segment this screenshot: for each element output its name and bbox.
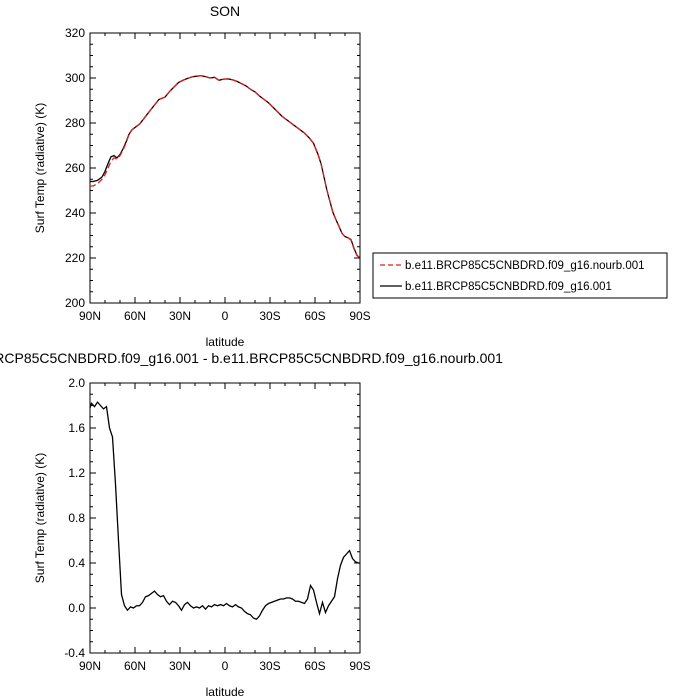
top-y-tick-label: 200	[65, 296, 85, 310]
legend-label-nourb: b.e11.BRCP85C5CNBDRD.f09_g16.nourb.001	[405, 260, 645, 272]
top-series-line-1	[90, 75, 361, 259]
top-x-tick-label: 60N	[124, 309, 146, 323]
top-series-line-0	[90, 75, 361, 259]
top-y-tick-label: 300	[65, 71, 85, 85]
top-y-axis-label: Surf Temp (radiative) (K)	[33, 103, 47, 233]
top-series-lines	[90, 75, 361, 259]
top-axis-ticks: 90N 60N 30N 0 30S 60S 90S 200 220 240 260 280 300 320	[65, 26, 371, 323]
top-y-tick-label: 280	[65, 116, 85, 130]
top-x-tick-label: 60S	[304, 309, 325, 323]
bottom-x-tick-label: 90S	[349, 659, 370, 673]
top-y-tick-label: 260	[65, 161, 85, 175]
top-plot: SON 90N 60N 30N 0 30S 60S 90S 200 220 240 260 280 30…	[33, 3, 371, 349]
top-x-tick-label: 0	[222, 309, 229, 323]
legend: b.e11.BRCP85C5CNBDRD.f09_g16.nourb.001 b…	[372, 252, 668, 299]
top-x-axis-label: latitude	[206, 335, 245, 349]
top-plot-frame	[89, 32, 361, 304]
top-y-tick-label: 220	[65, 251, 85, 265]
bottom-chart-title: b.e11.BRCP85C5CNBDRD.f09_g16.001 - b.e11…	[0, 350, 503, 366]
bottom-y-tick-label: 2.0	[68, 376, 85, 390]
bottom-series-lines	[89, 401, 360, 621]
bottom-x-tick-label: 0	[222, 659, 229, 673]
top-y-tick-label: 240	[65, 206, 85, 220]
bottom-y-tick-label: 0.8	[68, 511, 85, 525]
bottom-y-tick-label: 1.6	[68, 421, 85, 435]
top-x-tick-label: 30S	[259, 309, 280, 323]
legend-box	[372, 252, 668, 299]
bottom-x-tick-label: 30S	[259, 659, 280, 673]
top-y-tick-label: 320	[65, 26, 85, 40]
legend-label-base: b.e11.BRCP85C5CNBDRD.f09_g16.001	[405, 281, 612, 293]
bottom-y-tick-label: 0.4	[68, 556, 85, 570]
bottom-plot: b.e11.BRCP85C5CNBDRD.f09_g16.001 - b.e11…	[0, 350, 503, 699]
top-x-tick-label: 90S	[349, 309, 370, 323]
bottom-y-tick-label: 0.0	[68, 601, 85, 615]
bottom-x-tick-label: 60N	[124, 659, 146, 673]
bottom-x-tick-label: 30N	[169, 659, 191, 673]
top-chart-title: SON	[210, 3, 240, 19]
bottom-y-tick-label: -0.4	[64, 646, 85, 660]
bottom-x-axis-label: latitude	[206, 685, 245, 699]
bottom-x-tick-label: 60S	[304, 659, 325, 673]
bottom-axis-ticks: 90N 60N 30N 0 30S 60S 90S -0.4 0.0 0.4 0.8 1.2 1.6 2.…	[64, 376, 370, 673]
top-x-tick-label: 30N	[169, 309, 191, 323]
bottom-series-line-0	[89, 401, 360, 621]
bottom-y-axis-label: Surf Temp (radiative) (K)	[33, 453, 47, 583]
top-x-tick-label: 90N	[79, 309, 101, 323]
bottom-y-tick-label: 1.2	[68, 466, 85, 480]
bottom-x-tick-label: 90N	[79, 659, 101, 673]
